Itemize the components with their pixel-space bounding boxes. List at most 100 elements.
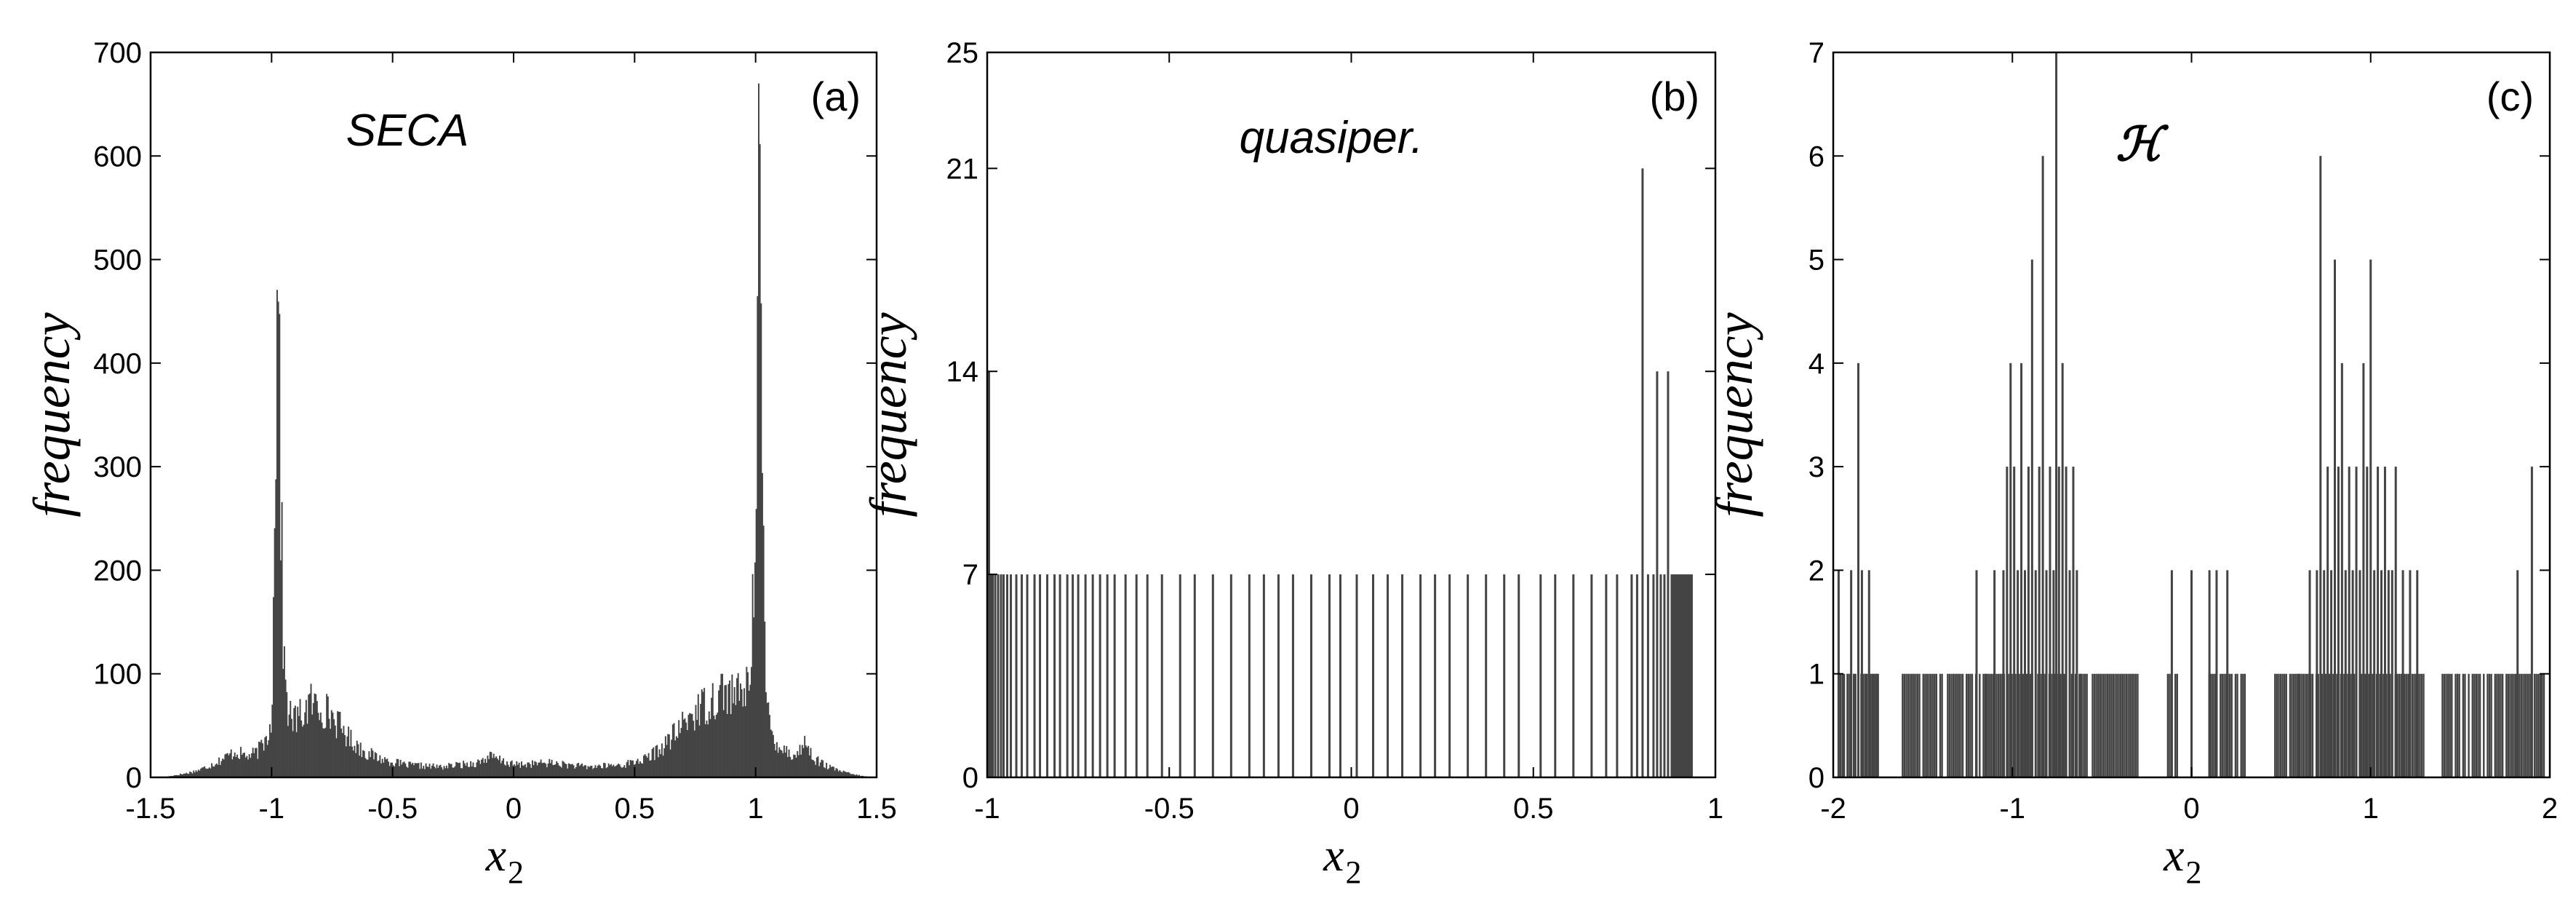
bar: [427, 766, 429, 777]
bar: [767, 702, 770, 777]
bar: [793, 754, 795, 777]
bar: [650, 760, 652, 777]
bar: [509, 766, 511, 777]
bar: [201, 767, 203, 777]
bar: [823, 767, 825, 777]
bar: [824, 768, 826, 777]
bar: [736, 678, 738, 777]
bar: [632, 760, 634, 777]
bar: [258, 741, 260, 777]
bar: [693, 730, 695, 777]
bar: [373, 759, 375, 777]
bar: [746, 667, 748, 777]
bar: [661, 743, 663, 777]
bar: [848, 772, 850, 777]
bar: [545, 764, 547, 777]
bar: [481, 759, 483, 777]
bar: [841, 772, 843, 777]
bar: [284, 679, 287, 777]
bar: [565, 764, 567, 777]
bar: [607, 763, 610, 777]
bar: [848, 772, 850, 777]
bar: [183, 773, 185, 777]
bar: [589, 766, 591, 777]
bar: [279, 560, 282, 777]
bar: [195, 770, 197, 777]
bar: [726, 713, 728, 777]
bar: [837, 771, 840, 777]
bar: [364, 758, 367, 777]
bar: [714, 719, 717, 777]
bar: [290, 700, 292, 777]
bar: [461, 768, 463, 777]
bar: [370, 748, 372, 777]
bar: [257, 758, 259, 777]
bar: [428, 764, 431, 777]
bar: [200, 768, 202, 777]
bar: [488, 758, 490, 777]
bar: [226, 753, 228, 777]
bar: [598, 764, 600, 777]
bar: [615, 766, 617, 777]
y-axis-label: frequency: [1705, 312, 1763, 517]
bar: [583, 765, 586, 777]
bar: [244, 757, 247, 777]
bar: [415, 763, 418, 777]
bar: [390, 762, 392, 777]
y-axis-label: frequency: [23, 312, 81, 517]
bar: [310, 683, 312, 777]
bar: [839, 770, 841, 777]
y-tick-label: 300: [93, 451, 142, 483]
bar: [801, 745, 803, 777]
bar: [244, 753, 246, 777]
bar: [230, 749, 232, 777]
bar: [396, 758, 398, 777]
bar: [782, 753, 784, 777]
bar: [496, 758, 498, 777]
bar: [706, 720, 708, 777]
bar: [762, 526, 765, 777]
bar: [626, 762, 628, 777]
bar: [610, 764, 613, 777]
panel-b: -1 -0.5 0 0.5 1 0 7 14 21 25 frequency x 2 (b) quasipe…: [859, 37, 1723, 890]
bar: [241, 755, 243, 777]
bar: [398, 766, 400, 777]
bar: [332, 713, 334, 777]
bar: [563, 761, 565, 777]
bar: [204, 768, 207, 777]
bar: [524, 764, 526, 777]
bar: [436, 764, 438, 777]
bar: [264, 737, 266, 777]
bar: [766, 702, 768, 777]
bar: [319, 712, 322, 777]
bar: [822, 760, 824, 777]
bar: [294, 705, 296, 777]
bar: [266, 745, 268, 777]
bar: [775, 742, 778, 777]
bar: [251, 753, 253, 777]
x-tick-label: 1: [748, 793, 764, 825]
bar: [538, 762, 540, 777]
bar: [416, 763, 418, 777]
bars: [1837, 52, 2545, 777]
y-tick-label: 6: [1809, 140, 1825, 173]
bar: [277, 301, 279, 778]
bar: [858, 774, 861, 777]
bar: [262, 743, 263, 777]
bar: [833, 766, 835, 777]
bar: [247, 759, 250, 777]
bar: [818, 766, 821, 777]
bar: [810, 748, 812, 777]
bar: [678, 720, 680, 777]
bar: [301, 726, 303, 777]
bar: [494, 758, 496, 777]
bar: [226, 753, 228, 777]
bar: [282, 669, 284, 777]
bar: [357, 744, 359, 777]
bar: [525, 767, 527, 777]
bar: [237, 758, 239, 777]
bar: [844, 771, 846, 777]
bar: [790, 759, 792, 777]
y-tick-label: 0: [1809, 762, 1825, 794]
bar: [576, 764, 578, 777]
